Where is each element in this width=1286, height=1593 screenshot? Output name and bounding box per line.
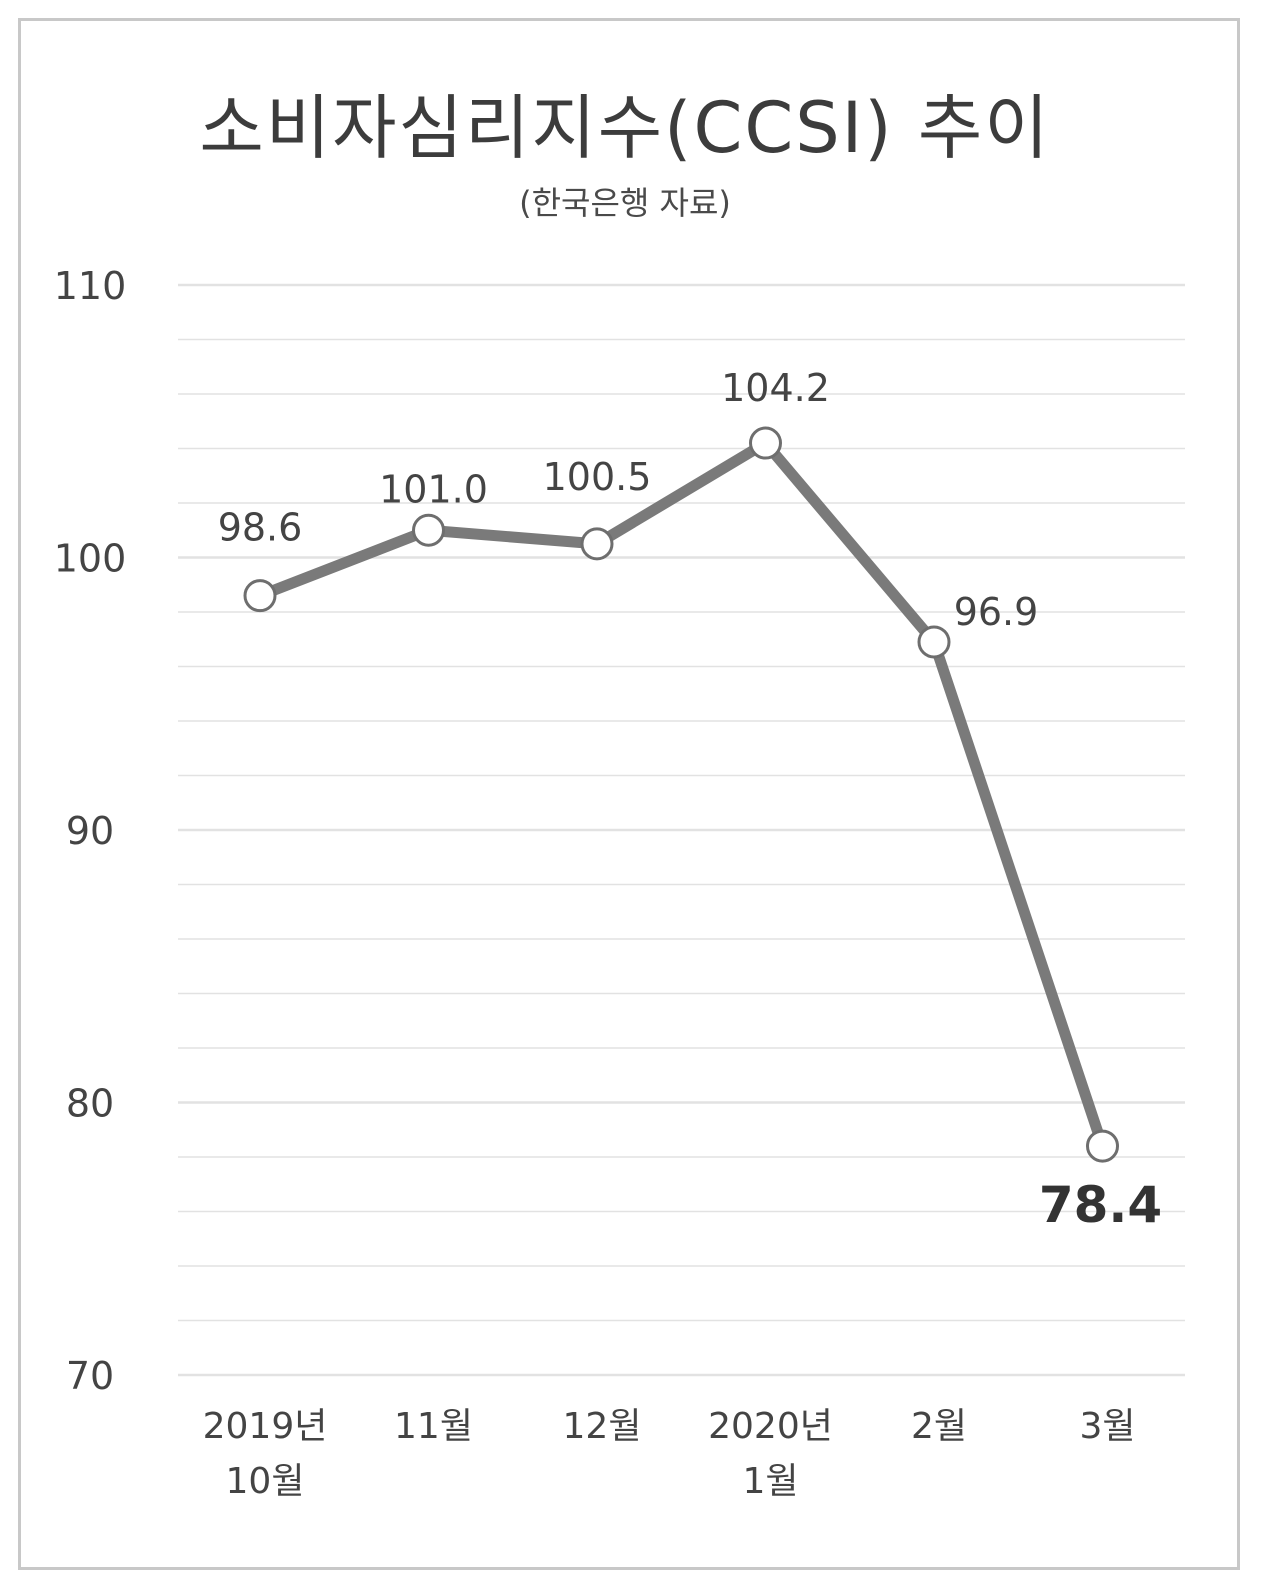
data-label: 101.0: [379, 467, 488, 511]
data-point-marker: [412, 513, 445, 547]
chart-title: 소비자심리지수(CCSI) 추이: [199, 87, 1051, 169]
x-tick-label: 12월: [563, 1406, 642, 1447]
data-point-marker: [1086, 1129, 1119, 1163]
data-point-marker: [243, 579, 277, 613]
data-point-marker: [917, 625, 951, 659]
data-label: 78.4: [1039, 1176, 1162, 1234]
data-point-marker: [580, 527, 614, 561]
chart-frame: [18, 18, 1240, 1570]
y-tick-label: 110: [54, 264, 127, 308]
x-tick-label: 2020년: [708, 1406, 833, 1447]
data-label: 98.6: [218, 506, 303, 550]
x-tick-label: 1월: [742, 1461, 798, 1502]
x-tick-label: 3월: [1079, 1406, 1135, 1447]
data-point-marker: [749, 426, 782, 460]
y-tick-label: 70: [66, 1354, 114, 1398]
x-tick-label: 2월: [911, 1406, 967, 1447]
data-label: 100.5: [543, 455, 652, 499]
data-label: 96.9: [954, 590, 1039, 634]
chart-subtitle: (한국은행 자료): [519, 184, 731, 222]
x-tick-label: 11월: [394, 1406, 473, 1447]
y-tick-label: 80: [66, 1082, 114, 1126]
series-line: [254, 437, 1108, 1152]
x-tick-label: 10월: [226, 1461, 305, 1502]
y-tick-label: 90: [66, 809, 114, 853]
x-tick-label: 2019년: [203, 1406, 328, 1447]
y-tick-label: 100: [54, 537, 127, 581]
data-label: 104.2: [721, 366, 830, 410]
